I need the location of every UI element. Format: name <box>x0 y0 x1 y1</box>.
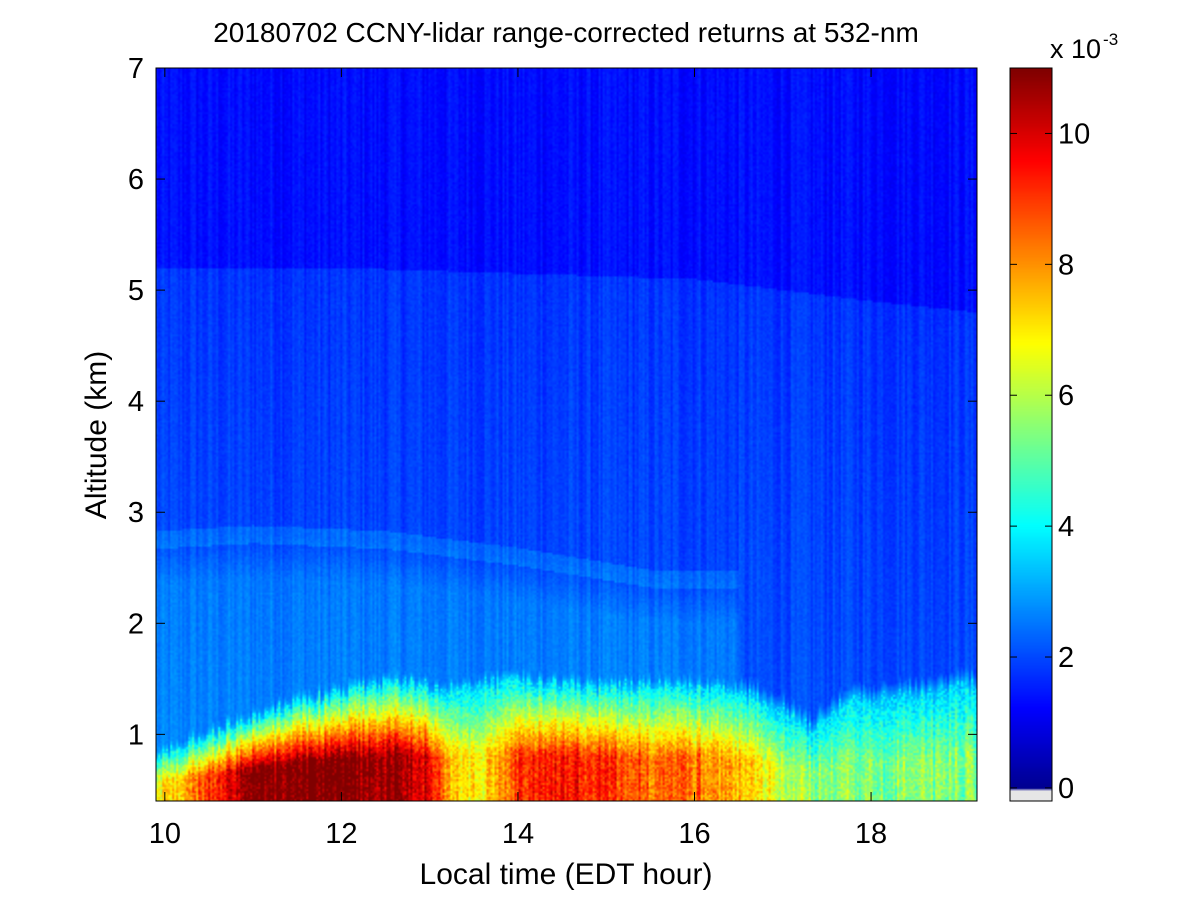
x-tick-label: 18 <box>855 818 887 850</box>
x-tick-label: 14 <box>502 818 534 850</box>
x-tick-label: 12 <box>325 818 357 850</box>
colorbar-image <box>1010 68 1052 801</box>
colorbar-tick-label: 4 <box>1058 511 1074 543</box>
y-tick-label: 7 <box>128 53 144 85</box>
x-tick-label: 10 <box>149 818 181 850</box>
colorbar: 0 2 4 6 8 10 x 10 -3 <box>1009 30 1118 805</box>
colorbar-exponent-power: -3 <box>1103 30 1118 49</box>
x-tick-label: 16 <box>678 818 710 850</box>
colorbar-tick-label: 6 <box>1058 380 1074 412</box>
plot-frame <box>155 67 978 802</box>
y-tick-label: 5 <box>128 275 144 307</box>
heatmap-plot <box>156 68 977 801</box>
colorbar-ticks: 0 2 4 6 8 10 <box>1010 118 1090 805</box>
chart-title: 20180702 CCNY-lidar range-corrected retu… <box>213 17 919 48</box>
y-tick-label: 6 <box>128 164 144 196</box>
colorbar-exponent-base: x 10 <box>1050 34 1101 64</box>
colorbar-tick-label: 10 <box>1058 118 1090 150</box>
colorbar-tick-label: 2 <box>1058 642 1074 674</box>
x-axis-label: Local time (EDT hour) <box>420 858 713 891</box>
y-tick-label: 4 <box>128 386 144 418</box>
x-axis-ticks: 10 12 14 16 18 <box>149 68 887 850</box>
colorbar-frame <box>1009 67 1053 802</box>
y-tick-label: 3 <box>128 497 144 529</box>
y-axis-label: Altitude (km) <box>80 351 113 519</box>
y-axis-ticks: 1 2 3 4 5 6 7 <box>128 53 977 751</box>
y-tick-label: 2 <box>128 608 144 640</box>
colorbar-exponent: x 10 -3 <box>1050 30 1118 64</box>
colorbar-tick-label: 8 <box>1058 249 1074 281</box>
heatmap-image <box>156 68 977 801</box>
y-tick-label: 1 <box>128 719 144 751</box>
colorbar-tick-label: 0 <box>1058 773 1074 805</box>
